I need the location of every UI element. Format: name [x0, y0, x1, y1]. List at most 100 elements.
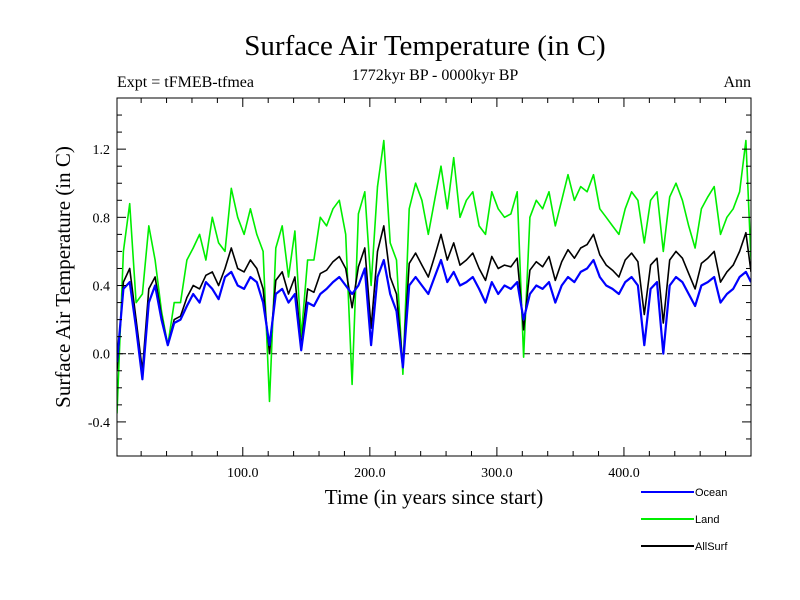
data-point-ocean: [338, 276, 340, 278]
data-point-ocean: [224, 276, 226, 278]
data-point-land: [275, 247, 277, 249]
data-point-land: [491, 191, 493, 193]
data-point-ocean: [129, 281, 131, 283]
season-label: Ann: [723, 74, 751, 91]
data-point-land: [205, 259, 207, 261]
data-point-land: [510, 213, 512, 215]
data-point-land: [218, 242, 220, 244]
data-point-allsurf: [472, 252, 474, 254]
data-point-land: [313, 259, 315, 261]
data-point-ocean: [357, 284, 359, 287]
data-point-allsurf: [383, 225, 385, 227]
data-point-land: [173, 302, 175, 304]
data-point-ocean: [681, 281, 684, 283]
data-point-land: [580, 186, 582, 188]
data-point-ocean: [376, 276, 379, 278]
data-point-allsurf: [427, 276, 429, 278]
data-point-allsurf: [573, 257, 576, 259]
data-point-allsurf: [745, 232, 747, 234]
data-point-ocean: [440, 259, 442, 261]
data-point-land: [351, 383, 353, 385]
data-point-ocean: [326, 288, 328, 290]
data-point-land: [345, 233, 347, 235]
data-point-allsurf: [243, 271, 245, 273]
data-point-allsurf: [694, 288, 696, 290]
data-point-allsurf: [637, 261, 639, 263]
data-point-allsurf: [611, 269, 614, 271]
data-point-land: [281, 225, 283, 227]
legend: Ocean Land AllSurf: [641, 487, 728, 553]
data-point-land: [503, 216, 506, 218]
data-point-land: [395, 259, 398, 261]
data-point-land: [656, 191, 658, 193]
data-point-ocean: [700, 284, 703, 287]
data-point-ocean: [656, 281, 658, 283]
data-point-allsurf: [662, 322, 664, 324]
data-point-land: [535, 199, 537, 201]
y-ticks: -0.4 0.0 0.4 0.8 1.2: [88, 114, 751, 440]
data-point-allsurf: [529, 269, 531, 271]
data-point-allsurf: [580, 247, 582, 249]
data-point-land: [472, 191, 474, 193]
data-point-allsurf: [459, 264, 461, 266]
data-point-ocean: [364, 267, 366, 270]
data-point-allsurf: [503, 264, 506, 266]
data-point-ocean: [148, 302, 150, 304]
data-point-ocean: [478, 288, 480, 290]
data-point-allsurf: [542, 266, 544, 268]
data-point-land: [611, 225, 614, 227]
x-ticks: 100.0 200.0 300.0 400.0: [140, 98, 727, 481]
data-point-ocean: [535, 284, 537, 287]
data-point-land: [719, 233, 722, 235]
data-point-land: [732, 208, 734, 210]
data-point-allsurf: [719, 281, 722, 283]
data-point-allsurf: [268, 353, 271, 355]
data-point-allsurf: [237, 267, 239, 270]
data-point-land: [675, 182, 677, 184]
data-point-allsurf: [739, 250, 741, 252]
data-point-ocean: [249, 276, 251, 278]
data-point-ocean: [275, 293, 277, 295]
data-point-allsurf: [631, 252, 633, 254]
data-point-ocean: [281, 288, 283, 290]
data-point-land: [319, 216, 321, 218]
data-point-ocean: [160, 319, 163, 321]
data-point-ocean: [643, 344, 645, 346]
data-point-allsurf: [307, 288, 309, 290]
data-point-ocean: [669, 284, 671, 287]
data-point-land: [434, 199, 436, 201]
data-point-ocean: [529, 293, 531, 295]
data-point-land: [249, 208, 251, 210]
data-point-ocean: [205, 281, 207, 283]
data-point-land: [179, 302, 182, 304]
data-point-ocean: [300, 349, 302, 351]
data-point-ocean: [383, 259, 385, 261]
data-point-allsurf: [281, 271, 283, 273]
data-point-land: [389, 242, 391, 244]
data-point-land: [739, 191, 741, 193]
data-point-allsurf: [453, 242, 455, 244]
data-point-allsurf: [618, 276, 620, 278]
data-point-ocean: [402, 366, 404, 368]
data-point-allsurf: [732, 264, 734, 266]
data-point-land: [154, 259, 156, 261]
legend-label: Ocean: [695, 487, 727, 499]
data-point-ocean: [611, 288, 614, 290]
data-point-allsurf: [129, 267, 131, 270]
data-point-ocean: [453, 271, 455, 273]
data-point-ocean: [688, 293, 690, 295]
y-axis-label: Surface Air Temperature (in C): [51, 146, 75, 408]
legend-entry-ocean: Ocean: [641, 487, 727, 499]
data-point-ocean: [179, 319, 182, 321]
data-point-ocean: [548, 281, 550, 283]
data-point-ocean: [389, 293, 391, 295]
data-point-allsurf: [592, 233, 595, 235]
data-point-land: [268, 400, 271, 402]
data-point-allsurf: [338, 255, 340, 258]
data-point-land: [548, 191, 550, 193]
y-tick-label: 0.4: [93, 280, 111, 295]
data-point-land: [376, 186, 379, 188]
data-point-allsurf: [491, 255, 493, 258]
data-point-ocean: [459, 284, 461, 287]
